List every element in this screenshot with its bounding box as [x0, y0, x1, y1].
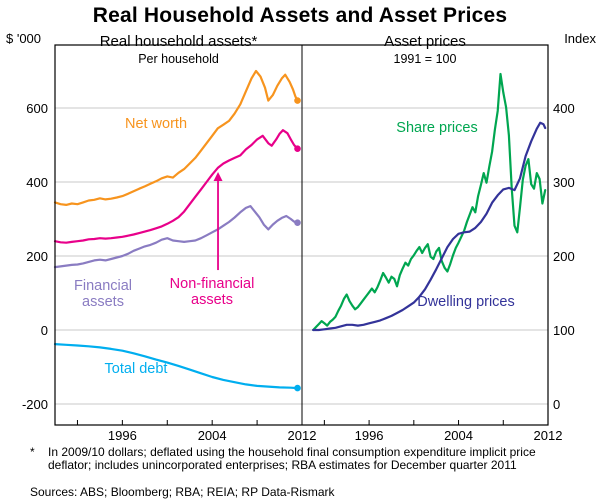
x-axis-tick-label: 1996 [107, 428, 137, 443]
y-axis-tick-label-left: 0 [40, 323, 48, 338]
right-panel-subtitle: 1991 = 100 [393, 52, 457, 66]
chart-title: Real Household Assets and Asset Prices [92, 4, 508, 27]
y-axis-tick-label-right: 0 [553, 397, 561, 412]
right-panel-title: Asset prices [384, 33, 466, 50]
left-panel-subtitle: Per household [138, 52, 219, 66]
x-axis-tick-label: 2004 [197, 428, 227, 443]
y-axis-tick-label-right: 200 [553, 249, 575, 264]
y-axis-tick-label-left: 600 [26, 101, 48, 116]
footnote-text: In 2009/10 dollars; deflated using the h… [48, 445, 536, 472]
total-debt-series-label: Total debt [104, 361, 168, 377]
sources-line: Sources: ABS; Bloomberg; RBA; REIA; RP D… [30, 485, 335, 499]
financial-assets-series-label: Financial assets [73, 278, 133, 311]
footnote: * In 2009/10 dollars; deflated using the… [30, 446, 552, 472]
non-financial-assets-series-label: Non-financial assets [169, 276, 255, 309]
y-axis-tick-label-right: 400 [553, 101, 575, 116]
net-worth-series-label: Net worth [124, 116, 188, 132]
y-axis-tick-label-right: 100 [553, 323, 575, 338]
x-axis-tick-label: 2004 [444, 428, 473, 443]
x-axis-tick-label: 2012 [287, 428, 317, 443]
left-axis-unit-label: $ '000 [6, 31, 42, 46]
right-axis-unit-label: Index [564, 31, 596, 46]
x-axis-tick-label: 1996 [354, 428, 384, 443]
x-axis-tick-label: 2012 [533, 428, 563, 443]
y-axis-tick-label-right: 300 [553, 175, 575, 190]
share-prices-series-label: Share prices [396, 120, 478, 136]
footnote-marker: * [30, 445, 35, 459]
y-axis-tick-label-left: 200 [26, 249, 48, 264]
y-axis-tick-label-left: -200 [21, 397, 48, 412]
dwelling-prices-series-label: Dwelling prices [417, 294, 515, 310]
left-panel-title: Real household assets* [99, 33, 258, 50]
y-axis-tick-label-left: 400 [26, 175, 48, 190]
